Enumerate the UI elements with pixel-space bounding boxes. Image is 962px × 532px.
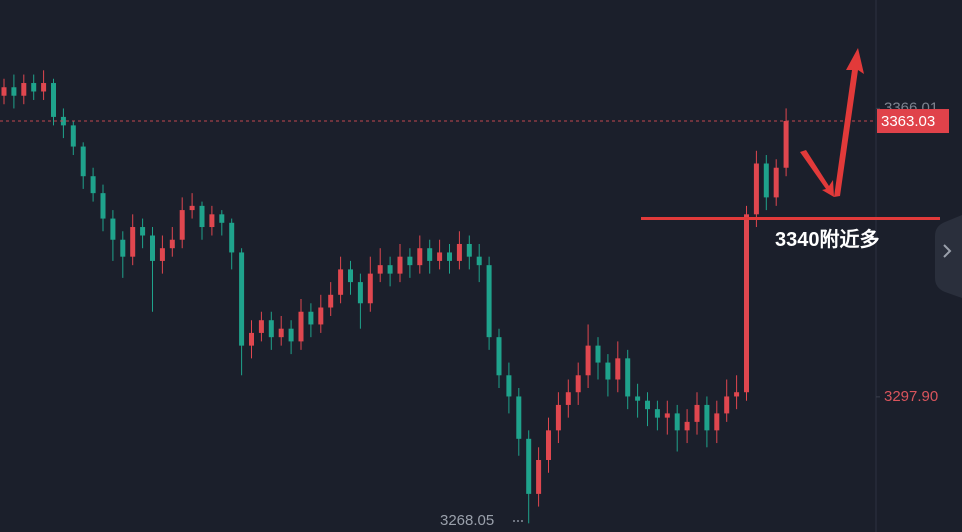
candle-body [100, 193, 106, 219]
candle-body [348, 269, 353, 283]
candle-body [536, 459, 542, 494]
candle-body [219, 214, 225, 223]
candle-body [189, 205, 195, 211]
candle-body [150, 235, 155, 261]
candle-body [31, 83, 37, 92]
candle-body [120, 239, 126, 257]
candle-body [427, 248, 433, 261]
candle-body [763, 163, 769, 198]
candle-body [635, 396, 641, 401]
candle-body [179, 210, 185, 240]
candle-body [645, 400, 650, 410]
candle-body [338, 269, 344, 295]
candle-body [140, 227, 146, 236]
candle-body [258, 320, 264, 333]
candle-body [437, 252, 443, 261]
candle-body [60, 116, 66, 126]
candle-body [724, 396, 730, 414]
candle-body [704, 404, 710, 431]
chevron-icon [943, 244, 952, 258]
candle-body [407, 256, 413, 266]
candle-body [625, 358, 631, 397]
candle-body [199, 205, 205, 228]
candle-body [734, 392, 740, 397]
y-tick-label: 3297.90 [884, 388, 938, 405]
candle-body [1, 87, 7, 96]
candle-body [229, 222, 235, 253]
candle-body [417, 248, 423, 266]
candle-body [575, 375, 581, 393]
candle-body [21, 83, 27, 96]
overlay [800, 48, 864, 197]
candle-body [367, 273, 373, 304]
candle-body [506, 375, 512, 397]
candle-body [298, 311, 304, 342]
collapse-tab[interactable] [935, 215, 962, 298]
candle-body [159, 248, 165, 261]
candle-body [130, 227, 136, 257]
candle-body [684, 421, 690, 431]
last-price-label: 3363.03 [881, 113, 935, 130]
candle-body [555, 404, 561, 431]
candle-body [90, 176, 96, 194]
candle-body [387, 265, 393, 274]
collapse-button[interactable] [935, 215, 962, 298]
candle-body [239, 252, 245, 346]
arrow-up [834, 48, 864, 197]
candle-body [466, 243, 472, 257]
annotation-text: 3340附近多 [775, 227, 880, 251]
candle-body [80, 146, 86, 177]
candle-body [318, 307, 324, 325]
last-price-tag [877, 109, 949, 134]
candle-body [169, 239, 175, 249]
candle-body [51, 83, 56, 117]
low-label: 3268.05 [440, 512, 494, 529]
candle-body [41, 83, 47, 92]
candle-body [744, 214, 749, 393]
candle-body [546, 430, 551, 460]
candle-body [753, 163, 759, 215]
candle-body [565, 392, 571, 405]
candle-body [476, 256, 482, 266]
candle-body [783, 121, 789, 168]
candle-body [70, 125, 76, 147]
candle-body [377, 265, 383, 274]
candle-body [526, 438, 532, 494]
candle-body [674, 413, 680, 431]
candle-body [595, 345, 601, 363]
candle-body [278, 328, 284, 338]
candle-body [110, 218, 116, 240]
candle-body [11, 87, 17, 96]
dot [513, 520, 515, 522]
candle-body [456, 243, 462, 261]
candle-body [605, 362, 611, 380]
dot [517, 520, 519, 522]
candle-body [397, 256, 403, 274]
candle-body [308, 311, 314, 325]
candle-body [694, 404, 700, 422]
candle-body [486, 265, 492, 338]
candle-body [664, 413, 670, 418]
candle-body [288, 328, 294, 342]
candle-body [773, 167, 779, 198]
candle-body [516, 396, 522, 439]
candle-body [268, 320, 274, 338]
candle-body [209, 214, 215, 228]
candle-body [447, 252, 452, 261]
candle-body [249, 332, 254, 346]
arrow-down [800, 150, 834, 197]
candle-body [714, 413, 720, 431]
candle-body [615, 358, 621, 380]
plot [0, 70, 876, 524]
candle-body [328, 294, 334, 308]
candle-body [357, 282, 363, 304]
candle-body [654, 409, 660, 418]
dot [521, 520, 523, 522]
candle-body [585, 345, 591, 376]
candle-body [496, 337, 502, 376]
